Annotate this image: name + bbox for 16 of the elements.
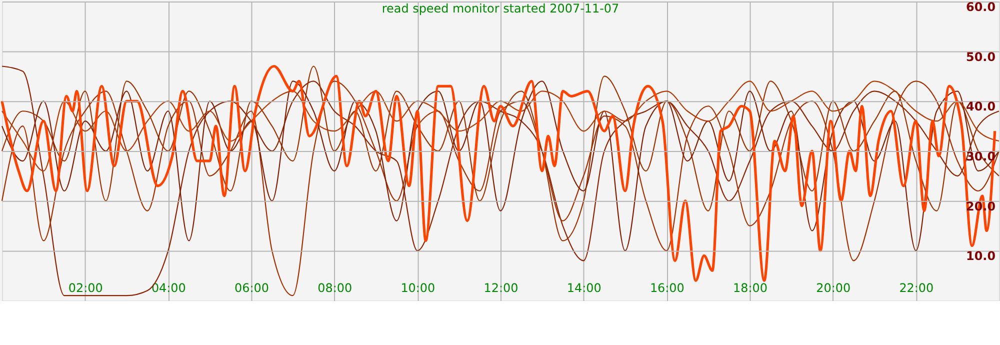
x-tick-label: 06:00 (234, 281, 269, 296)
x-tick-label: 02:00 (68, 281, 103, 296)
x-tick-label: 20:00 (816, 281, 851, 296)
x-tick-label: 14:00 (566, 281, 602, 296)
x-tick-label: 08:00 (318, 281, 352, 296)
y-tick-label: 40.0 (966, 100, 996, 114)
x-tick-label: 22:00 (899, 281, 934, 296)
y-tick-label: 50.0 (966, 50, 996, 64)
y-tick-label: 10.0 (966, 249, 996, 264)
chart-title: read speed monitor started 2007-11-07 (382, 1, 620, 16)
x-tick-label: 12:00 (484, 281, 518, 296)
y-tick-label: 60.0 (966, 0, 996, 14)
x-tick-label: 04:00 (151, 281, 186, 296)
x-tick-label: 16:00 (650, 281, 684, 296)
x-tick-label: 10:00 (400, 281, 436, 296)
x-tick-label: 18:00 (733, 281, 768, 296)
